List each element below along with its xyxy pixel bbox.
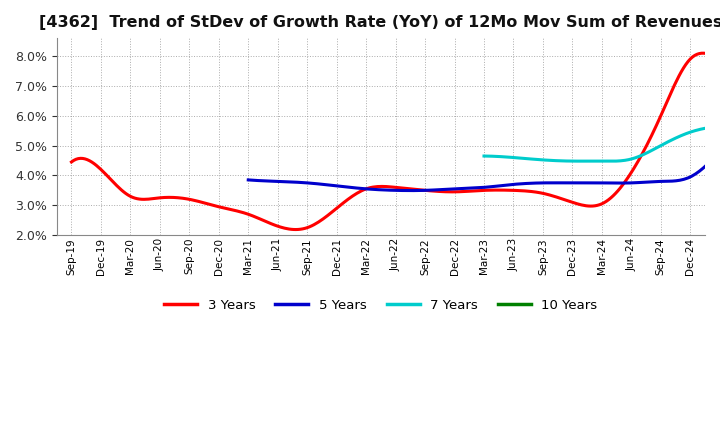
7 Years [643,150,652,155]
5 Years [244,177,253,183]
Line: 7 Years: 7 Years [484,125,720,161]
3 Years [471,188,480,194]
7 Years [480,154,488,159]
7 Years [639,152,647,158]
7 Years [704,125,713,130]
5 Years [408,188,416,193]
3 Years [700,51,708,56]
7 Years [606,158,614,164]
5 Years [607,180,616,186]
5 Years [246,177,255,183]
Line: 3 Years: 3 Years [71,53,720,230]
Title: [4362]  Trend of StDev of Growth Rate (YoY) of 12Mo Mov Sum of Revenues: [4362] Trend of StDev of Growth Rate (Yo… [39,15,720,30]
3 Years [473,188,482,193]
7 Years [480,154,489,159]
3 Years [641,146,649,151]
7 Years [637,153,646,158]
Line: 5 Years: 5 Years [248,108,720,191]
5 Years [595,180,603,186]
3 Years [67,159,76,165]
5 Years [597,180,606,186]
3 Years [684,59,693,64]
Legend: 3 Years, 5 Years, 7 Years, 10 Years: 3 Years, 5 Years, 7 Years, 10 Years [159,293,603,317]
3 Years [292,227,300,232]
3 Years [69,158,78,163]
3 Years [485,187,493,193]
